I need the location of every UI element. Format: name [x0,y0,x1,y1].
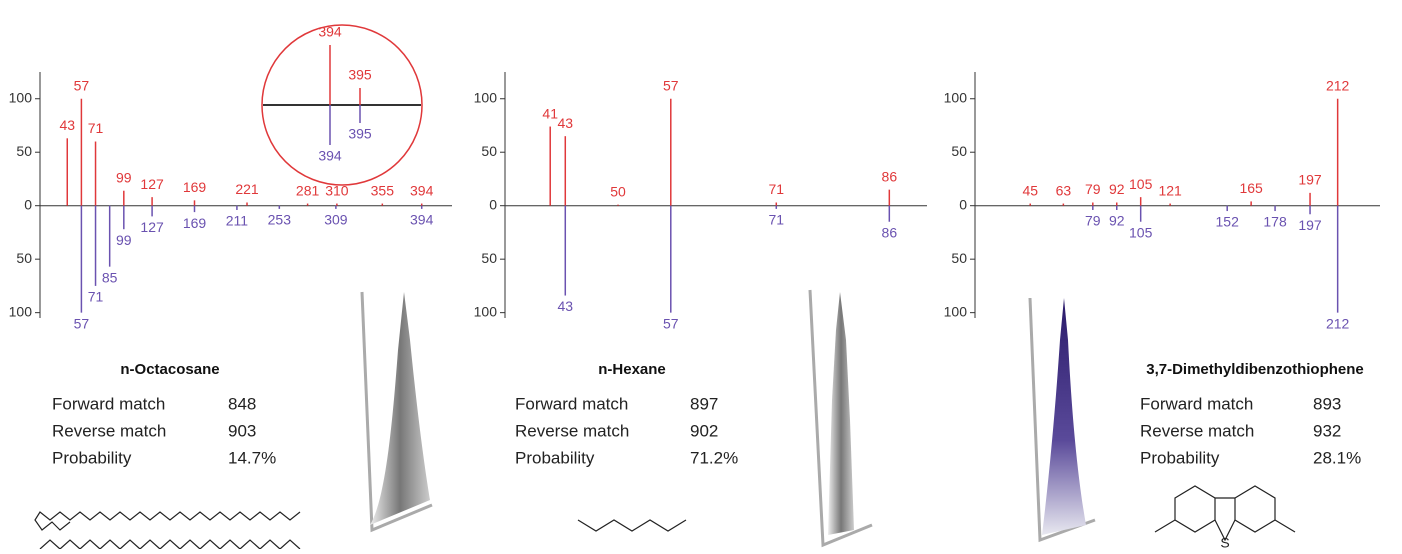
compound-name: n-Hexane [598,361,666,378]
peak-label: 281 [296,182,320,198]
peak-label: 395 [348,67,372,83]
peak-label: 85 [102,269,118,285]
peak-3d [360,291,433,533]
peak-label: 165 [1239,180,1263,196]
peak-label: 127 [140,219,164,235]
info-value: 903 [228,421,256,440]
peak-label: 395 [348,126,372,142]
peak-label: 92 [1109,181,1125,197]
peak-label: 71 [768,181,784,197]
peak-label: 221 [235,181,259,197]
y-tick-label: 50 [16,143,32,159]
compound-name: 3,7-Dimethyldibenzothiophene [1146,361,1364,378]
peak-label: 394 [410,182,434,198]
peak-label: 253 [268,212,292,228]
info-label: Probability [52,448,132,467]
peak-label: 50 [610,183,626,199]
peak-label: 197 [1298,217,1322,233]
peak-label: 41 [542,105,558,121]
peak-label: 121 [1158,182,1182,198]
peak-label: 71 [88,120,104,136]
peak-label: 99 [116,169,132,185]
info-value: 893 [1313,394,1341,413]
peak-label: 71 [88,289,104,305]
peak-label: 57 [74,315,90,331]
info-label: Reverse match [515,421,629,440]
info-label: Reverse match [52,421,166,440]
info-label: Probability [1140,448,1220,467]
peak-label: 57 [663,77,679,93]
peak-label: 169 [183,215,207,231]
y-tick-label: 50 [951,143,967,159]
peak-label: 92 [1109,213,1125,229]
peak-label: 57 [663,315,679,331]
peak-label: 178 [1263,214,1287,230]
peak-3d [1028,297,1096,543]
peak-label: 309 [324,212,348,228]
peak-label: 86 [882,224,898,240]
y-tick-label: 100 [944,89,968,105]
info-label: Forward match [1140,394,1253,413]
peak-label: 105 [1129,176,1153,192]
peak-label: 152 [1216,214,1240,230]
info-label: Forward match [52,394,165,413]
info-value: 932 [1313,421,1341,440]
peak-label: 211 [226,213,249,229]
y-tick-label: 100 [944,303,968,319]
peak-label: 355 [371,182,395,198]
peak-label: 45 [1022,182,1038,198]
y-tick-label: 50 [481,143,497,159]
peak-label: 212 [1326,315,1350,331]
peak-label: 105 [1129,224,1153,240]
info-value: 14.7% [228,448,276,467]
structure: S [1154,485,1296,551]
peak-label: 99 [116,232,132,248]
y-tick-label: 0 [489,196,497,212]
peak-label: 197 [1298,172,1322,188]
y-tick-label: 50 [16,250,32,266]
peak-label: 43 [59,117,75,133]
y-tick-label: 50 [481,250,497,266]
svg-text:S: S [1220,535,1229,549]
info-label: Forward match [515,394,628,413]
peak-label: 86 [882,168,898,184]
peak-label: 310 [325,182,349,198]
peak-label: 212 [1326,77,1350,93]
peak-label: 79 [1085,181,1101,197]
y-tick-label: 50 [951,250,967,266]
info-value: 848 [228,394,256,413]
peak-label: 394 [318,148,342,164]
info-value: 897 [690,394,718,413]
y-tick-label: 100 [474,303,498,319]
y-tick-label: 100 [474,89,498,105]
structure [34,511,301,550]
peak-label: 79 [1085,213,1101,229]
info-value: 902 [690,421,718,440]
structure [577,519,687,532]
peak-label: 57 [74,77,90,93]
peak-label: 43 [557,115,573,131]
peak-label: 394 [410,212,434,228]
y-tick-label: 100 [9,89,33,105]
info-value: 71.2% [690,448,738,467]
peak-label: 127 [140,176,164,192]
peak-label: 63 [1056,182,1072,198]
y-tick-label: 0 [959,196,967,212]
info-value: 28.1% [1313,448,1361,467]
peak-label: 71 [768,212,784,228]
peak-label: 394 [318,24,342,40]
info-label: Reverse match [1140,421,1254,440]
peak-label: 169 [183,179,207,195]
y-tick-label: 0 [24,196,32,212]
peak-label: 43 [557,298,573,314]
y-tick-label: 100 [9,303,33,319]
peak-3d [808,289,873,548]
compound-name: n-Octacosane [120,361,219,378]
info-label: Probability [515,448,595,467]
